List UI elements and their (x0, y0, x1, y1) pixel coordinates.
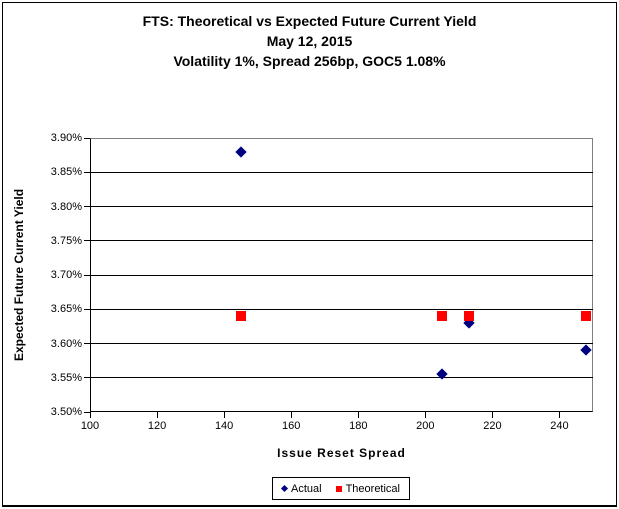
y-tick-label: 3.55% (50, 371, 82, 384)
y-tick-mark (84, 308, 90, 310)
y-tick-mark (84, 274, 90, 276)
x-tick-mark (357, 412, 359, 418)
x-tick-label: 120 (147, 420, 167, 432)
x-tick-label: 100 (80, 420, 100, 432)
y-axis-title: Expected Future Current Yield (12, 188, 26, 362)
gridline (90, 240, 593, 242)
legend-label-actual: Actual (291, 482, 322, 495)
actual-diamond-icon (280, 484, 289, 493)
gridline (90, 274, 593, 276)
x-tick-label: 140 (214, 420, 234, 432)
chart-title-block: FTS: Theoretical vs Expected Future Curr… (0, 11, 619, 71)
y-tick-mark (84, 343, 90, 344)
x-tick-label: 180 (349, 420, 368, 432)
chart-subtitle-params: Volatility 1%, Spread 256bp, GOC5 1.08% (173, 53, 446, 69)
y-tick-label: 3.65% (50, 303, 82, 316)
legend-item-theoretical: Theoretical (335, 482, 400, 495)
gridline (90, 206, 593, 207)
y-tick-mark (84, 137, 90, 139)
x-tick-mark (223, 412, 225, 418)
y-tick-label: 3.90% (50, 132, 82, 144)
x-tick-label: 240 (550, 420, 569, 432)
data-point-theoretical (437, 311, 448, 322)
y-tick-mark (84, 206, 90, 207)
data-point-theoretical (581, 311, 592, 322)
y-tick-mark (84, 377, 90, 379)
x-tick-mark (156, 412, 158, 418)
x-tick-label: 200 (416, 420, 435, 432)
gridline (90, 377, 593, 379)
data-point-theoretical (463, 311, 474, 322)
x-tick-mark (558, 412, 560, 418)
x-tick-label: 160 (282, 420, 301, 432)
x-tick-mark (89, 412, 91, 418)
y-tick-label: 3.70% (50, 269, 82, 281)
y-tick-label: 3.85% (50, 166, 82, 179)
legend: Actual Theoretical (272, 477, 410, 500)
gridline (90, 343, 593, 344)
gridline (90, 171, 593, 173)
x-axis-title: Issue Reset Spread (277, 446, 406, 460)
data-point-theoretical (235, 311, 246, 322)
y-tick-label: 3.60% (50, 337, 82, 350)
x-tick-mark (290, 412, 292, 418)
theoretical-square-icon (335, 485, 342, 492)
y-tick-mark (84, 240, 90, 242)
y-tick-label: 3.50% (50, 406, 82, 418)
gridline (90, 308, 593, 310)
legend-label-theoretical: Theoretical (345, 482, 400, 495)
chart-subtitle-date: May 12, 2015 (266, 33, 353, 49)
legend-item-actual: Actual (280, 482, 322, 495)
x-tick-mark (491, 412, 493, 418)
y-tick-mark (84, 411, 90, 413)
y-tick-label: 3.75% (50, 234, 82, 247)
y-tick-mark (84, 171, 90, 173)
y-tick-label: 3.80% (50, 200, 82, 213)
x-tick-label: 220 (483, 420, 502, 432)
chart-title: FTS: Theoretical vs Expected Future Curr… (142, 13, 477, 29)
x-tick-mark (424, 412, 426, 418)
